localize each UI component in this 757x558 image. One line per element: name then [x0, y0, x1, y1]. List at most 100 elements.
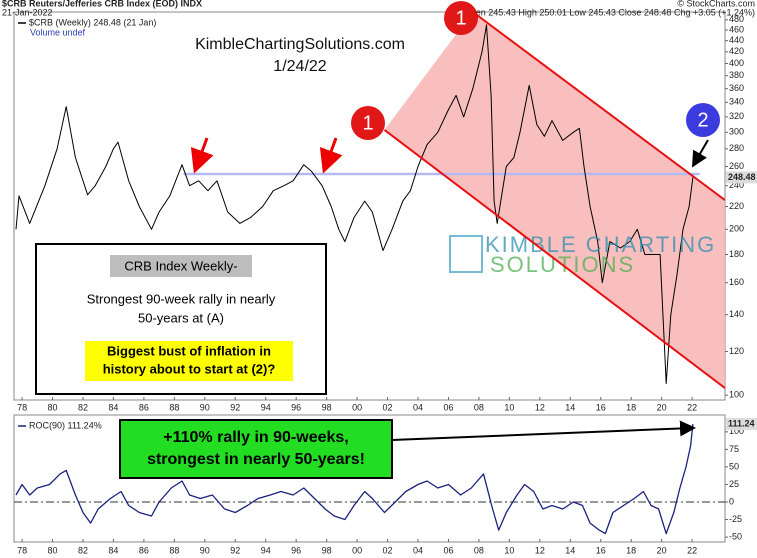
y-tick-label: 440 — [729, 35, 744, 45]
x-tick-label: 90 — [200, 402, 210, 412]
note-line: 50-years at (A) — [138, 310, 224, 325]
x-tick-label: 04 — [413, 545, 423, 555]
x-tick-label: 94 — [261, 402, 271, 412]
note-highlight: history about to start at (2)? — [103, 361, 276, 376]
x-tick-label: 80 — [48, 545, 58, 555]
x-tick-label: 10 — [504, 402, 514, 412]
x-tick-label: 98 — [322, 545, 332, 555]
y-tick-label: 360 — [729, 83, 744, 93]
marker-label: 2 — [697, 109, 708, 131]
x-tick-label: 06 — [443, 545, 453, 555]
x-tick-label: 14 — [565, 545, 575, 555]
arrow — [190, 137, 214, 174]
y-tick-label: 180 — [729, 249, 744, 259]
front-layer: $CRB (Weekly) 248.48 (21 Jan) 248.48 ROC(9… — [18, 12, 757, 430]
x-tick-label: 02 — [383, 402, 393, 412]
last-value-bg — [726, 171, 757, 184]
legend-label: ROC(90) 111.24% — [29, 420, 102, 430]
y-tick-label: 220 — [729, 201, 744, 211]
x-tick-label: 00 — [352, 402, 362, 412]
y-tick-label: 100 — [729, 390, 744, 400]
y-tick-label: 300 — [729, 127, 744, 137]
note-line: Strongest 90-week rally in nearly — [87, 291, 276, 306]
legend-note: Volume undef — [30, 27, 86, 37]
marker-circle — [686, 103, 720, 137]
x-tick-label: 08 — [474, 402, 484, 412]
x-tick-label: 88 — [169, 402, 179, 412]
channel-line — [383, 129, 725, 389]
marker-label: 1 — [362, 112, 373, 134]
chart-title: KimbleChartingSolutions.com — [195, 36, 405, 53]
x-tick-label: 22 — [687, 402, 697, 412]
x-tick-label: 06 — [443, 402, 453, 412]
x-tick-label: 92 — [230, 402, 240, 412]
y-tick-label: 460 — [729, 24, 744, 34]
y-tick-label: 280 — [729, 143, 744, 153]
marker-circle — [444, 1, 478, 35]
x-tick-label: 08 — [474, 545, 484, 555]
arrow — [391, 420, 696, 441]
channel-fill — [384, 12, 725, 389]
x-tick-label: 18 — [626, 402, 636, 412]
back-layer: 1001201401601802002202402602803003203403… — [13, 11, 744, 555]
x-tick-label: 22 — [687, 545, 697, 555]
x-tick-label: 20 — [657, 545, 667, 555]
date: 21-Jan-2022 — [2, 7, 53, 17]
y-tick-label: 200 — [729, 224, 744, 234]
x-tick-label: 82 — [78, 402, 88, 412]
y-tick-label: 420 — [729, 46, 744, 56]
source: © StockCharts.com — [677, 0, 755, 8]
symbol-title: $CRB Reuters/Jefferies CRB Index (EOD) I… — [2, 0, 202, 8]
x-tick-label: 86 — [139, 402, 149, 412]
note-highlight-bg — [85, 341, 293, 381]
x-tick-label: 90 — [200, 545, 210, 555]
mid-layer — [15, 24, 694, 535]
x-tick-label: 14 — [565, 402, 575, 412]
last-value-label: 111.24 — [728, 418, 755, 428]
note-title: CRB Index Weekly- — [124, 258, 237, 273]
y-tick-label: 0 — [729, 496, 734, 506]
y-tick-label: 340 — [729, 97, 744, 107]
x-tick-label: 12 — [535, 402, 545, 412]
plot-frame — [13, 414, 726, 543]
last-value-bg — [726, 417, 757, 430]
x-tick-label: 10 — [504, 545, 514, 555]
x-tick-label: 16 — [596, 402, 606, 412]
x-tick-label: 04 — [413, 402, 423, 412]
arrow — [319, 137, 343, 174]
note-highlight: Biggest bust of inflation in — [107, 343, 271, 358]
last-value-label: 248.48 — [728, 172, 756, 182]
annotation: +110% rally in 90-weeks, — [163, 429, 348, 446]
y-tick-label: 400 — [729, 58, 744, 68]
arrow — [691, 139, 709, 168]
marker-circle — [351, 106, 385, 140]
x-tick-label: 02 — [383, 545, 393, 555]
note-title-bg — [110, 255, 252, 277]
y-tick-label: 140 — [729, 309, 744, 319]
x-tick-label: 00 — [352, 545, 362, 555]
y-tick-label: 480 — [729, 14, 744, 24]
x-tick-label: 94 — [261, 545, 271, 555]
y-tick-label: 50 — [729, 461, 739, 471]
annotation: strongest in nearly 50-years! — [147, 451, 365, 468]
x-tick-label: 96 — [291, 402, 301, 412]
y-tick-label: 320 — [729, 111, 744, 121]
chart-subtitle: 1/24/22 — [273, 58, 326, 75]
quote: Open 245.43 High 250.01 Low 245.43 Close… — [464, 7, 755, 17]
y-tick-label: 240 — [729, 180, 744, 190]
x-tick-label: 84 — [108, 545, 118, 555]
legend-label: $CRB (Weekly) 248.48 (21 Jan) — [29, 17, 156, 27]
x-tick-label: 86 — [139, 545, 149, 555]
x-tick-label: 92 — [230, 545, 240, 555]
y-tick-label: 25 — [729, 479, 739, 489]
x-tick-label: 82 — [78, 545, 88, 555]
series-line — [15, 24, 694, 384]
channel-line — [472, 12, 725, 201]
watermark-icon — [449, 235, 483, 273]
x-tick-label: 78 — [17, 545, 27, 555]
y-tick-label: 160 — [729, 277, 744, 287]
x-tick-label: 18 — [626, 545, 636, 555]
y-tick-label: 260 — [729, 161, 744, 171]
x-tick-label: 16 — [596, 545, 606, 555]
